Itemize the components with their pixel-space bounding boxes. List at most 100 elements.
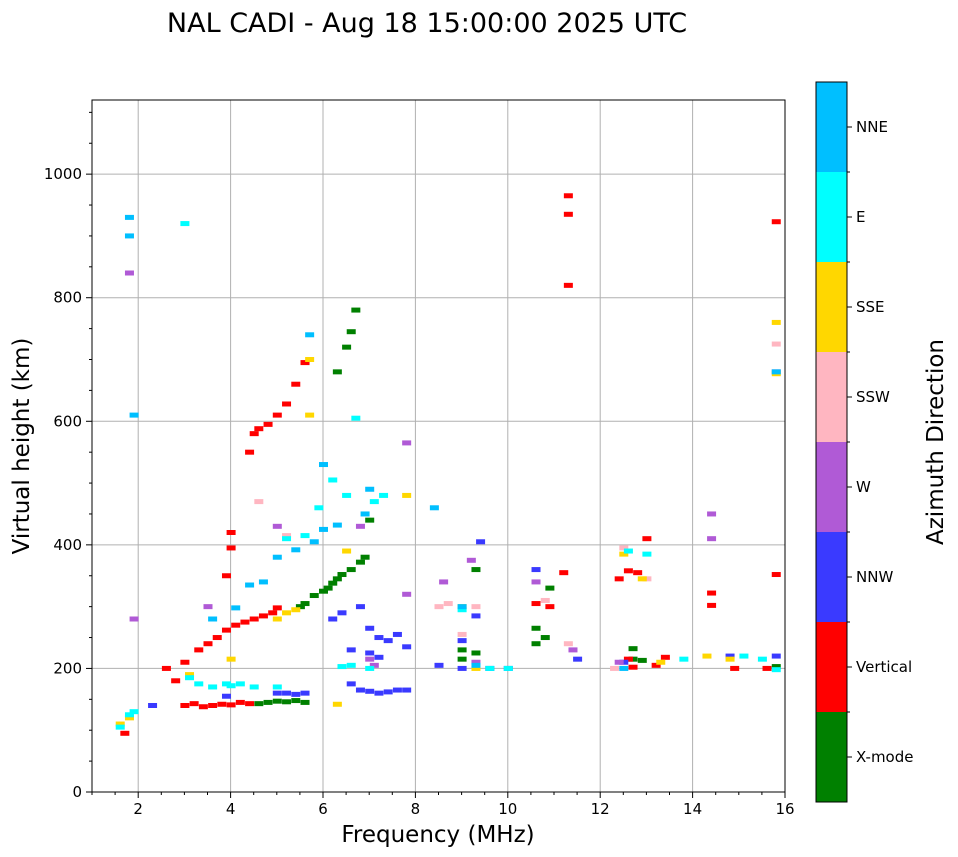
series-ssw bbox=[254, 341, 781, 671]
series-vertical bbox=[120, 193, 781, 736]
data-point bbox=[457, 607, 467, 613]
plot-frame bbox=[91, 99, 786, 793]
data-point bbox=[457, 631, 467, 637]
data-point bbox=[660, 654, 670, 660]
series-nnw bbox=[148, 539, 781, 708]
data-point bbox=[656, 659, 666, 665]
data-point bbox=[429, 505, 439, 511]
colorbar-segment bbox=[816, 352, 847, 442]
series-e bbox=[115, 221, 781, 730]
data-point bbox=[531, 601, 541, 607]
data-point bbox=[300, 601, 310, 607]
data-point bbox=[332, 369, 342, 375]
data-point bbox=[342, 492, 352, 498]
data-point bbox=[771, 664, 781, 670]
data-point bbox=[115, 724, 125, 730]
data-point bbox=[309, 539, 319, 545]
data-point bbox=[221, 627, 231, 633]
data-point bbox=[757, 656, 767, 662]
data-point bbox=[124, 233, 134, 239]
data-point bbox=[563, 193, 573, 199]
colorbar-tick-label: SSE bbox=[856, 298, 885, 316]
data-point bbox=[642, 576, 652, 582]
data-point bbox=[355, 523, 365, 529]
data-point bbox=[471, 650, 481, 656]
data-point bbox=[282, 401, 292, 407]
data-point bbox=[457, 656, 467, 662]
data-point bbox=[249, 616, 259, 622]
data-point bbox=[258, 613, 268, 619]
data-point bbox=[545, 604, 555, 610]
data-point bbox=[623, 656, 633, 662]
data-point bbox=[346, 329, 356, 335]
data-point bbox=[360, 554, 370, 560]
data-point bbox=[124, 214, 134, 220]
data-point bbox=[203, 641, 213, 647]
data-point bbox=[226, 656, 236, 662]
data-point bbox=[365, 656, 375, 662]
data-point bbox=[198, 704, 208, 710]
data-point bbox=[254, 499, 264, 505]
data-point bbox=[771, 572, 781, 578]
grid bbox=[92, 100, 786, 793]
data-point bbox=[707, 590, 717, 596]
data-point bbox=[434, 662, 444, 668]
colorbar-label: Azimuth Direction bbox=[923, 339, 949, 545]
data-point bbox=[245, 449, 255, 455]
data-point bbox=[374, 654, 384, 660]
data-point bbox=[365, 688, 375, 694]
y-tick-label: 400 bbox=[53, 536, 82, 554]
data-point bbox=[762, 665, 772, 671]
data-point bbox=[619, 659, 629, 665]
data-point bbox=[365, 650, 375, 656]
data-point bbox=[272, 698, 282, 704]
data-point bbox=[124, 270, 134, 276]
data-point bbox=[471, 665, 481, 671]
x-tick-label: 6 bbox=[318, 800, 328, 818]
data-point bbox=[374, 690, 384, 696]
data-point bbox=[129, 412, 139, 418]
data-point bbox=[540, 635, 550, 641]
data-point bbox=[471, 567, 481, 573]
data-point bbox=[129, 616, 139, 622]
data-point bbox=[282, 699, 292, 705]
data-point bbox=[189, 701, 199, 707]
colorbar-tick-label: SSW bbox=[856, 388, 890, 406]
data-point bbox=[208, 616, 218, 622]
data-point bbox=[619, 545, 629, 551]
data-point bbox=[194, 647, 204, 653]
data-point bbox=[434, 604, 444, 610]
data-point bbox=[185, 672, 195, 678]
data-point bbox=[291, 691, 301, 697]
data-point bbox=[614, 659, 624, 665]
data-point bbox=[337, 664, 347, 670]
data-point bbox=[258, 579, 268, 585]
colorbar-frame bbox=[815, 81, 848, 803]
data-point bbox=[374, 635, 384, 641]
data-point bbox=[180, 703, 190, 708]
data-point bbox=[642, 536, 652, 542]
data-point bbox=[623, 568, 633, 574]
data-point bbox=[628, 664, 638, 670]
data-point bbox=[245, 582, 255, 588]
data-point bbox=[221, 681, 231, 687]
data-point bbox=[249, 684, 259, 690]
data-point bbox=[328, 616, 338, 622]
colorbar-segment bbox=[816, 442, 847, 532]
data-point bbox=[115, 721, 125, 727]
colorbar-tick-label: X-mode bbox=[856, 748, 913, 766]
data-point bbox=[180, 221, 190, 227]
data-point bbox=[610, 665, 620, 671]
data-point bbox=[392, 631, 402, 637]
data-point bbox=[300, 690, 310, 696]
x-axis-ticks: 2 4 6 8 10 12 14 16 bbox=[91, 792, 795, 818]
data-point bbox=[272, 554, 282, 560]
data-point bbox=[476, 539, 486, 545]
data-point bbox=[365, 486, 375, 492]
y-tick-label: 1000 bbox=[44, 165, 82, 183]
data-point bbox=[619, 551, 629, 557]
data-point bbox=[221, 693, 231, 699]
y-tick-label: 600 bbox=[53, 412, 82, 430]
data-point bbox=[254, 701, 264, 707]
